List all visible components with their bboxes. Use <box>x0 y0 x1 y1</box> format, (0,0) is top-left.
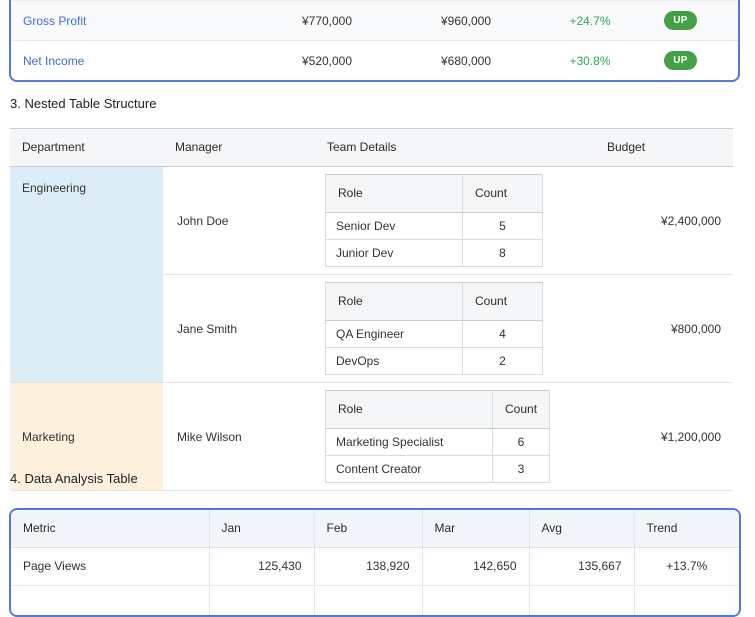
column-header-mar: Mar <box>421 510 529 548</box>
role-cell: Content Creator <box>325 455 493 483</box>
budget-cell: ¥2,400,000 <box>595 166 733 275</box>
team-details-cell: Role Count Marketing Specialist 6 Conten… <box>315 382 595 491</box>
trend-value <box>633 585 739 615</box>
status-cell: UP <box>641 41 738 81</box>
column-header-feb: Feb <box>313 510 422 548</box>
change-percent: +30.8% <box>569 53 611 68</box>
header-row: Department Manager Team Details Budget <box>10 128 733 167</box>
column-header-count: Count <box>462 174 543 213</box>
value-2024: ¥680,000 <box>440 53 492 68</box>
header-row: Role Count <box>325 282 543 321</box>
team-details-cell: Role Count Senior Dev 5 Junior Dev <box>315 166 595 275</box>
count-cell: 3 <box>491 455 551 483</box>
column-header-avg: Avg <box>528 510 634 548</box>
budget-cell: ¥1,200,000 <box>595 382 733 491</box>
change-percent: +24.7% <box>539 0 641 41</box>
metric-cell: Page Views <box>11 547 209 586</box>
header-row: Metric Jan Feb Mar Avg Trend <box>11 510 739 548</box>
table-row: Marketing Specialist 6 <box>325 428 551 456</box>
role-cell: QA Engineer <box>325 320 463 348</box>
nested-structure-table: Department Manager Team Details Budget E… <box>10 128 733 491</box>
avg-value <box>528 585 634 615</box>
metric-cell <box>11 585 209 615</box>
column-header-role: Role <box>325 390 493 429</box>
jan-value <box>208 585 314 615</box>
table-row: DevOps 2 <box>325 347 543 375</box>
budget-cell: ¥800,000 <box>595 274 733 383</box>
value-2023: ¥520,000 <box>301 53 353 68</box>
table-row: Page Views 125,430 138,920 142,650 135,6… <box>11 547 739 586</box>
value-2024: ¥960,000 <box>393 0 539 41</box>
column-header-budget: Budget <box>595 128 733 167</box>
column-header-count: Count <box>462 282 543 321</box>
up-badge: UP <box>664 11 697 30</box>
header-row: Role Count <box>325 174 543 213</box>
count-cell: 6 <box>491 428 551 456</box>
department-cell-engineering: Engineering <box>10 166 163 383</box>
column-header-metric: Metric <box>11 510 209 548</box>
column-header-role: Role <box>325 174 463 213</box>
metric-label: Gross Profit <box>11 0 261 41</box>
role-cell: Junior Dev <box>325 239 463 267</box>
table-row: Net Income ¥520,000 ¥680,000 +30.8% UP <box>11 41 738 81</box>
table-row: Marketing Mike Wilson Role Count Marketi <box>10 382 733 491</box>
column-header-jan: Jan <box>208 510 314 548</box>
column-header-trend: Trend <box>633 510 739 548</box>
financial-summary-table: Gross Profit ¥770,000 ¥960,000 +24.7% UP… <box>9 0 740 82</box>
mar-value <box>421 585 529 615</box>
team-roles-table: Role Count Marketing Specialist 6 Conten… <box>325 390 551 483</box>
role-cell: Marketing Specialist <box>325 428 493 456</box>
team-details-cell: Role Count QA Engineer 4 DevOps 2 <box>315 274 595 383</box>
count-cell: 2 <box>462 347 543 375</box>
feb-value: 138,920 <box>313 547 422 586</box>
jan-value: 125,430 <box>208 547 314 586</box>
up-badge: UP <box>664 51 697 70</box>
feb-value <box>313 585 422 615</box>
column-header-manager: Manager <box>163 128 315 167</box>
department-cell-marketing: Marketing <box>10 382 163 491</box>
column-header-team-details: Team Details <box>315 128 595 167</box>
table-row-partial <box>11 585 739 615</box>
avg-value: 135,667 <box>528 547 634 586</box>
manager-cell: Jane Smith <box>163 274 315 383</box>
team-roles-table: Role Count Senior Dev 5 Junior Dev <box>325 174 543 267</box>
mar-value: 142,650 <box>421 547 529 586</box>
manager-cell: Mike Wilson <box>163 382 315 491</box>
team-roles-table: Role Count QA Engineer 4 DevOps 2 <box>325 282 543 375</box>
column-header-count: Count <box>491 390 551 429</box>
column-header-role: Role <box>325 282 463 321</box>
role-cell: Senior Dev <box>325 212 463 240</box>
data-analysis-table: Metric Jan Feb Mar Avg Trend Page Views … <box>9 508 741 617</box>
metric-label: Net Income <box>23 53 85 68</box>
status-cell: UP <box>641 0 738 41</box>
table-row: Content Creator 3 <box>325 455 551 483</box>
table-row: Engineering John Doe Role Count Senior D <box>10 166 733 383</box>
table-row: QA Engineer 4 <box>325 320 543 348</box>
header-row: Role Count <box>325 390 551 429</box>
table-row: Gross Profit ¥770,000 ¥960,000 +24.7% UP <box>11 0 738 41</box>
count-cell: 8 <box>462 239 543 267</box>
count-cell: 5 <box>462 212 543 240</box>
section-heading-nested-table: 3. Nested Table Structure <box>10 96 157 111</box>
column-header-department: Department <box>10 128 163 167</box>
value-2023: ¥770,000 <box>261 0 393 41</box>
table-row: Senior Dev 5 <box>325 212 543 240</box>
role-cell: DevOps <box>325 347 463 375</box>
trend-value: +13.7% <box>633 547 739 586</box>
manager-cell: John Doe <box>163 166 315 275</box>
count-cell: 4 <box>462 320 543 348</box>
section-heading-data-analysis: 4. Data Analysis Table <box>10 471 138 486</box>
table-row: Jane Smith Role Count QA Engineer <box>10 274 733 383</box>
table-row: Junior Dev 8 <box>325 239 543 267</box>
